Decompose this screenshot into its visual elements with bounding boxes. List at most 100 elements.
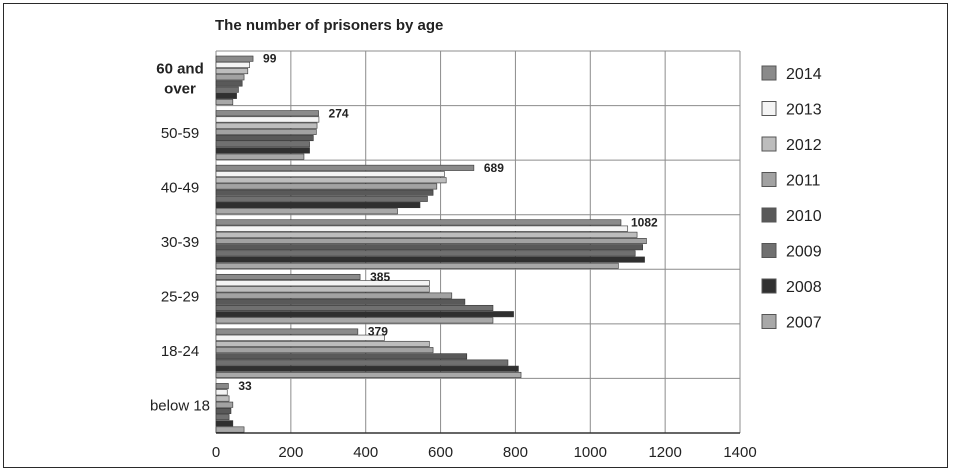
- bar-60-and-over-2010: [215, 80, 243, 87]
- bar-18-24-2011: [215, 347, 434, 354]
- legend-swatch-2009: [761, 243, 777, 258]
- legend-label-2008: 2008: [786, 279, 822, 296]
- bars: [215, 55, 647, 433]
- bar-30-39-2009: [215, 250, 636, 257]
- bar-30-39-2012: [215, 231, 638, 238]
- bar-18-24-2014: [215, 328, 359, 335]
- data-label-50-59: 274: [329, 106, 349, 120]
- x-tick-label: 1000: [574, 444, 607, 461]
- legend-swatch-2010: [761, 207, 777, 223]
- bar-30-39-2010: [215, 244, 643, 251]
- bar-60-and-over-2009: [215, 86, 239, 93]
- legend-swatch-2013: [761, 101, 777, 116]
- bar-25-29-2014: [215, 273, 361, 280]
- bar-50-59-2008: [215, 147, 310, 154]
- bar-40-49-2009: [215, 195, 428, 202]
- bar-30-39-2008: [215, 256, 645, 263]
- bar-60-and-over-2012: [215, 68, 249, 75]
- x-tick-label: 800: [503, 444, 528, 461]
- bar-40-49-2007: [215, 208, 398, 215]
- legend-swatch-2007: [761, 314, 777, 329]
- bar-25-29-2012: [215, 286, 430, 293]
- bar-60-and-over-2008: [215, 92, 237, 99]
- data-label-below-18: 33: [238, 379, 252, 393]
- bar-below-18-2014: [215, 383, 229, 390]
- bar-30-39-2011: [215, 238, 647, 245]
- category-label-18-24: 18-24: [161, 343, 199, 360]
- chart-title: The number of prisoners by age: [215, 17, 444, 34]
- bar-18-24-2013: [215, 334, 385, 341]
- bar-40-49-2011: [215, 183, 438, 190]
- bar-50-59-2007: [215, 153, 305, 160]
- legend-swatch-2014: [761, 65, 777, 81]
- bar-40-49-2008: [215, 202, 421, 209]
- bar-30-39-2007: [215, 262, 619, 269]
- legend-label-2014: 2014: [786, 66, 822, 83]
- bar-below-18-2008: [215, 420, 234, 427]
- legend-swatch-2012: [761, 136, 777, 152]
- bar-30-39-2014: [215, 219, 622, 226]
- bar-50-59-2014: [215, 110, 319, 117]
- x-tick-label: 600: [428, 444, 453, 461]
- bar-25-29-2010: [215, 298, 466, 305]
- bar-18-24-2010: [215, 353, 468, 360]
- x-tick-labels: 0 200 400 600 800 1000 1200 1400: [212, 444, 757, 461]
- data-label-18-24: 379: [368, 325, 388, 339]
- bar-60-and-over-2013: [215, 61, 250, 68]
- bar-below-18-2012: [215, 395, 230, 402]
- bar-50-59-2012: [215, 122, 318, 129]
- legend-swatch-2008: [761, 278, 777, 294]
- bar-40-49-2010: [215, 189, 434, 196]
- bar-below-18-2009: [215, 414, 230, 421]
- bar-30-39-2013: [215, 225, 629, 232]
- bar-50-59-2009: [215, 141, 310, 148]
- data-labels: 99 274 689 1082 385 379 33: [238, 52, 658, 393]
- legend-label-2007: 2007: [786, 315, 822, 332]
- category-label-60-and-over: 60 and over: [156, 60, 204, 97]
- bar-50-59-2011: [215, 128, 317, 135]
- bar-18-24-2012: [215, 340, 430, 347]
- bar-40-49-2014: [215, 164, 475, 171]
- x-tick-label: 1400: [723, 444, 756, 461]
- bar-60-and-over-2007: [215, 99, 234, 106]
- legend-label-2009: 2009: [786, 244, 822, 261]
- grid: [215, 50, 741, 434]
- category-labels: 60 and over 50-59 40-49 30-39 25-29 18-24 below…: [150, 60, 210, 414]
- legend-label-2010: 2010: [786, 208, 822, 225]
- x-tick-label: 1200: [648, 444, 681, 461]
- category-label-below-18: below 18: [150, 398, 210, 415]
- bar-25-29-2013: [215, 280, 430, 287]
- bar-40-49-2012: [215, 177, 447, 184]
- legend-label-2013: 2013: [786, 102, 822, 119]
- data-label-30-39: 1082: [631, 215, 658, 229]
- data-label-25-29: 385: [370, 270, 390, 284]
- bar-60-and-over-2011: [215, 74, 245, 81]
- bar-25-29-2009: [215, 304, 494, 311]
- category-label-25-29: 25-29: [161, 289, 199, 306]
- bar-50-59-2013: [215, 116, 320, 123]
- x-tick-label: 200: [278, 444, 303, 461]
- bar-25-29-2007: [215, 317, 494, 324]
- bar-25-29-2011: [215, 292, 453, 299]
- category-label-40-49: 40-49: [161, 179, 199, 196]
- category-label-30-39: 30-39: [161, 234, 199, 251]
- bar-60-and-over-2014: [215, 55, 254, 62]
- bar-below-18-2013: [215, 389, 228, 396]
- bar-40-49-2013: [215, 171, 445, 178]
- bar-below-18-2011: [215, 401, 234, 408]
- category-label-50-59: 50-59: [161, 125, 199, 142]
- legend-swatch-2011: [761, 172, 777, 187]
- bar-25-29-2008: [215, 311, 514, 318]
- bar-50-59-2010: [215, 135, 314, 142]
- legend: 2014 2013 2012 2011 2010 2009 2008 2007: [761, 65, 822, 332]
- bar-18-24-2009: [215, 359, 509, 366]
- bar-18-24-2007: [215, 371, 522, 378]
- data-label-60-and-over: 99: [263, 52, 277, 66]
- legend-label-2011: 2011: [786, 173, 821, 190]
- x-tick-label: 400: [353, 444, 378, 461]
- legend-label-2012: 2012: [786, 137, 822, 154]
- x-tick-label: 0: [212, 444, 220, 461]
- data-label-40-49: 689: [484, 161, 504, 175]
- bar-18-24-2008: [215, 365, 519, 372]
